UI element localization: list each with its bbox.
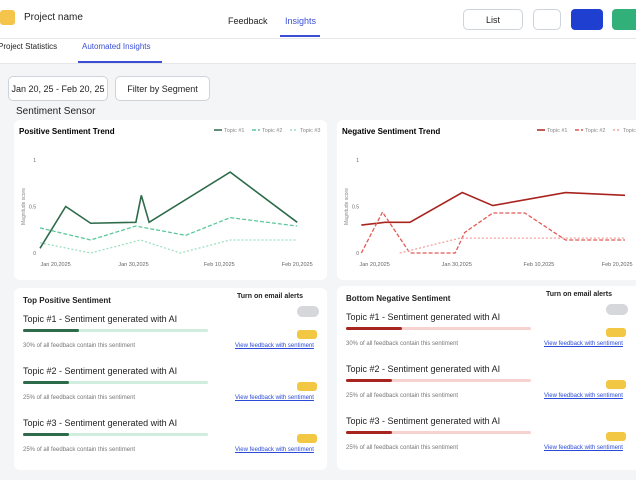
- x-tick-label: Jan 20,2025: [360, 262, 390, 268]
- y-tick-label: 1: [356, 158, 359, 164]
- topic-title: Topic #1 - Sentiment generated with AI: [23, 314, 178, 324]
- y-tick-label: 0.5: [352, 205, 359, 211]
- topic-title: Topic #3 - Sentiment generated with AI: [23, 418, 178, 428]
- x-tick-label: Feb 10,2025: [523, 262, 554, 268]
- share-label: 30% of all feedback contain this sentime…: [346, 341, 459, 347]
- view-link[interactable]: View feedback with sentiment: [235, 447, 314, 453]
- chart-title: Negative Sentiment Trend: [342, 127, 440, 136]
- progress-track: [23, 381, 208, 384]
- tab-underline: [280, 35, 320, 37]
- project-icon: [0, 10, 15, 25]
- line-series: [361, 191, 626, 226]
- emoji-badge: [606, 380, 626, 389]
- progress-bar: [346, 379, 393, 382]
- chart-title: Positive Sentiment Trend: [19, 127, 115, 136]
- legend-label: Topic #1: [224, 128, 245, 134]
- view-link[interactable]: View feedback with sentiment: [544, 341, 623, 347]
- line-series: [39, 216, 298, 241]
- x-tick-label: Jan 30,2025: [442, 262, 472, 268]
- alerts-label: Turn on email alerts: [237, 293, 303, 300]
- emoji-badge: [606, 432, 626, 441]
- share-label: 30% of all feedback contain this sentime…: [23, 343, 136, 349]
- legend-label: Topic #2: [262, 128, 283, 134]
- progress-track: [346, 327, 531, 330]
- view-link[interactable]: View feedback with sentiment: [235, 343, 314, 349]
- y-tick-label: 0.5: [29, 205, 36, 211]
- share-label: 25% of all feedback contain this sentime…: [346, 393, 459, 399]
- progress-track: [346, 431, 531, 434]
- section-title: Sentiment Sensor: [16, 106, 96, 117]
- progress-bar: [23, 329, 79, 332]
- legend-label: Topic #3: [623, 128, 636, 134]
- line-series: [39, 171, 298, 249]
- y-tick-label: 0: [33, 251, 36, 257]
- emoji-badge: [297, 382, 317, 391]
- subtab[interactable]: Automated Insights: [82, 42, 151, 51]
- chart-card: Positive Sentiment Trend Magnitude score 0…: [14, 120, 327, 280]
- subtabs: Project Statistics Automated Insights: [0, 39, 636, 64]
- sentiment-panel: Top Positive Sentiment Turn on email aler…: [14, 288, 327, 470]
- topic-title: Topic #2 - Sentiment generated with AI: [23, 366, 178, 376]
- topic-title: Topic #1 - Sentiment generated with AI: [346, 312, 501, 322]
- project-name: Project name: [24, 12, 83, 23]
- legend-label: Topic #1: [547, 128, 568, 134]
- view-link[interactable]: View feedback with sentiment: [544, 393, 623, 399]
- icon-button[interactable]: [533, 9, 561, 30]
- alert-toggle[interactable]: [606, 304, 628, 315]
- emoji-badge: [297, 434, 317, 443]
- subtab-underline: [78, 61, 162, 63]
- share-label: 25% of all feedback contain this sentime…: [23, 395, 136, 401]
- x-tick-label: Feb 20,2025: [602, 262, 633, 268]
- view-label: List: [485, 14, 500, 25]
- line-series: [399, 237, 625, 254]
- tab[interactable]: Feedback: [228, 16, 268, 26]
- subtab[interactable]: Project Statistics: [0, 42, 58, 51]
- tab[interactable]: Insights: [285, 16, 317, 26]
- progress-bar: [23, 381, 70, 384]
- view-dropdown[interactable]: List: [463, 9, 523, 30]
- progress-bar: [346, 327, 402, 330]
- alerts-label: Turn on email alerts: [546, 291, 612, 298]
- segment-label: Filter by Segment: [127, 83, 198, 94]
- progress-track: [23, 329, 208, 332]
- share-label: 25% of all feedback contain this sentime…: [346, 445, 459, 451]
- y-tick-label: 1: [33, 158, 36, 164]
- topic-title: Topic #2 - Sentiment generated with AI: [346, 364, 501, 374]
- segment-filter[interactable]: Filter by Segment: [115, 76, 210, 101]
- header: Project name Feedback Insights List: [0, 0, 636, 39]
- topic-title: Topic #3 - Sentiment generated with AI: [346, 416, 501, 426]
- settings-button[interactable]: [571, 9, 603, 30]
- view-link[interactable]: View feedback with sentiment: [235, 395, 314, 401]
- legend-label: Topic #2: [585, 128, 606, 134]
- share-label: 25% of all feedback contain this sentime…: [23, 447, 136, 453]
- progress-track: [23, 433, 208, 436]
- sentiment-panel: Bottom Negative Sentiment Turn on email a…: [337, 286, 636, 470]
- x-tick-label: Jan 20,2025: [40, 262, 70, 268]
- date-range: Jan 20, 25 - Feb 20, 25: [11, 83, 105, 94]
- line-series: [39, 239, 298, 254]
- emoji-badge: [297, 330, 317, 339]
- date-filter[interactable]: Jan 20, 25 - Feb 20, 25: [8, 76, 108, 101]
- progress-bar: [23, 433, 70, 436]
- line-series: [360, 210, 625, 254]
- alert-toggle[interactable]: [297, 306, 319, 317]
- x-tick-label: Feb 10,2025: [204, 262, 235, 268]
- progress-bar: [346, 431, 393, 434]
- y-axis-label: Magnitude score: [21, 188, 27, 225]
- progress-track: [346, 379, 531, 382]
- x-tick-label: Feb 20,2025: [282, 262, 313, 268]
- y-axis-label: Magnitude score: [344, 188, 350, 225]
- x-tick-label: Jan 30,2025: [118, 262, 148, 268]
- panel-title: Bottom Negative Sentiment: [346, 294, 451, 303]
- chart-card: Negative Sentiment Trend Magnitude score 0…: [337, 120, 636, 280]
- globe-button[interactable]: [612, 9, 636, 30]
- emoji-badge: [606, 328, 626, 337]
- legend-label: Topic #3: [300, 128, 321, 134]
- view-link[interactable]: View feedback with sentiment: [544, 445, 623, 451]
- y-tick-label: 0: [356, 251, 359, 257]
- panel-title: Top Positive Sentiment: [23, 296, 111, 305]
